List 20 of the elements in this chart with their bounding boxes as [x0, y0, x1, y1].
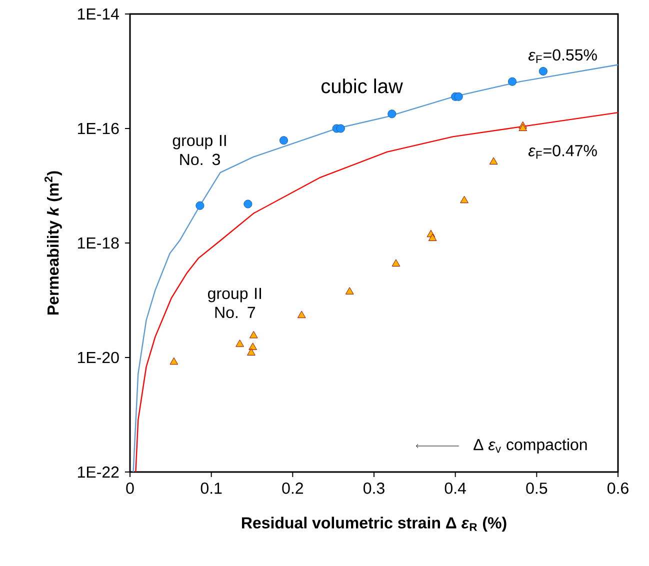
x-tick-label: 0.6	[608, 482, 628, 494]
y-tick-label: 1E-20	[78, 352, 119, 364]
y-tick-label: 1E-14	[78, 8, 120, 20]
x-tick-label: 0.5	[526, 482, 548, 494]
x-tick-label: 0.3	[364, 482, 384, 494]
y-tick-label: 1E-18	[78, 237, 119, 249]
y-axis-title: Permeability k (m$^{2}$)	[44, 171, 62, 315]
x-tick-label: 0.4	[444, 482, 466, 494]
y-tick-label: 1E-16	[78, 122, 119, 134]
annotation: ε$_{F}$=0.55%	[528, 49, 597, 64]
annotation: group II No. 3	[172, 134, 226, 166]
annotation: Δ ε$_{v}$ compaction	[474, 438, 587, 454]
y-tick-label: 1E-22	[78, 466, 119, 478]
x-tick-label: 0.1	[200, 482, 222, 494]
annotation: cubic law	[322, 78, 403, 94]
annotation: group II No. 7	[208, 288, 262, 318]
x-tick-label: 0.2	[282, 482, 303, 494]
x-tick-label: 0	[126, 482, 134, 494]
x-axis-title: Residual volumetric strain Δ ε$_{R}$ (%)	[242, 516, 506, 532]
annotation: ε$_{F}$=0.47%	[528, 144, 597, 159]
